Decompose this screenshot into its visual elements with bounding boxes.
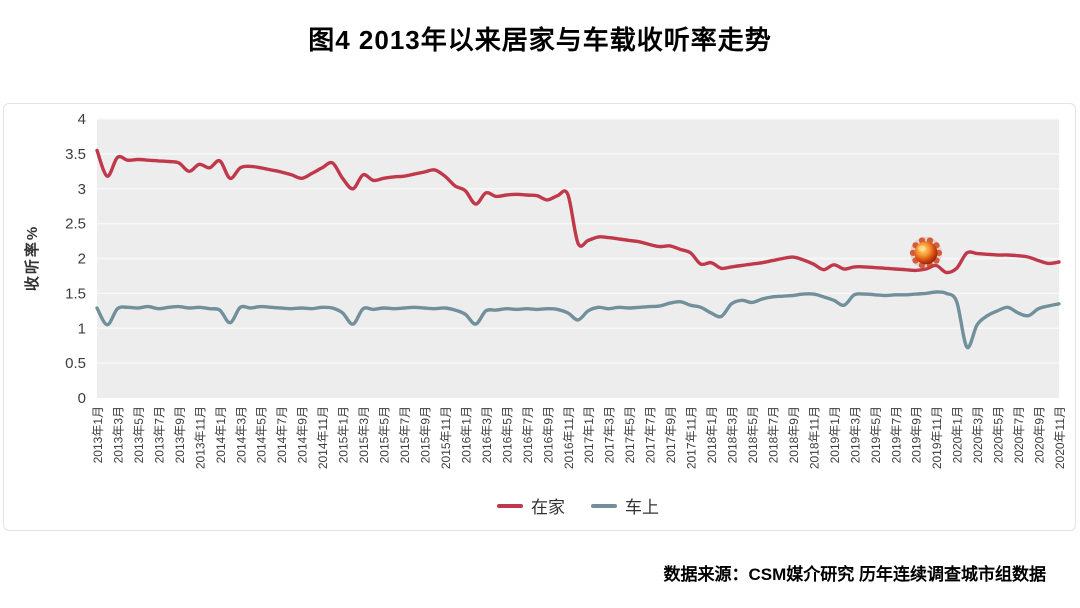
chart-title: 图4 2013年以来居家与车载收听率走势 — [308, 25, 772, 55]
x-tick-label: 2017年9月 — [664, 406, 678, 463]
source-note: 数据来源：CSM媒介研究 历年连续调查城市组数据 — [663, 565, 1047, 584]
x-tick-label: 2019年1月 — [828, 406, 842, 463]
car-series-swatch-icon — [591, 503, 617, 508]
x-tick-label: 2018年5月 — [746, 406, 760, 463]
x-tick-label: 2019年9月 — [910, 406, 924, 463]
x-tick-label: 2018年3月 — [726, 406, 740, 463]
series-home-line — [95, 148, 1061, 275]
y-tick-label: 1 — [78, 320, 86, 337]
x-tick-label: 2019年7月 — [889, 406, 903, 463]
x-tick-label: 2016年11月 — [562, 406, 576, 469]
x-tick-label: 2015年7月 — [398, 406, 412, 463]
y-axis-title: 收听率% — [24, 224, 41, 292]
x-tick-label: 2017年11月 — [685, 406, 699, 469]
y-tick-label: 0 — [78, 390, 86, 407]
series-car-line — [95, 290, 1061, 350]
x-tick-label: 2015年3月 — [357, 406, 371, 463]
x-tick-label: 2016年7月 — [521, 406, 535, 463]
x-tick-label: 2017年1月 — [582, 406, 596, 463]
x-tick-label: 2015年1月 — [337, 406, 351, 463]
y-tick-label: 2 — [78, 251, 86, 268]
chart-panel: 4 3.5 3 2.5 2 1.5 1 0.5 0 2013年1月 2013年3月 2013年5月 20… — [3, 103, 1076, 531]
legend-label-car: 车上 — [625, 498, 659, 517]
x-tick-label: 2014年11月 — [316, 406, 330, 469]
x-tick-label: 2020年9月 — [1033, 406, 1047, 463]
legend-item-home: 在家 — [497, 493, 565, 518]
legend: 在家 车上 — [97, 493, 1059, 518]
x-tick-label: 2014年7月 — [275, 406, 289, 463]
trend-line-chart: 4 3.5 3 2.5 2 1.5 1 0.5 0 2013年1月 2013年3月 2013年5月 20… — [65, 111, 1067, 469]
x-tick-label: 2020年5月 — [992, 406, 1006, 463]
x-tick-label: 2017年7月 — [644, 406, 658, 463]
coronavirus-icon — [909, 236, 943, 269]
x-tick-label: 2013年7月 — [152, 406, 166, 463]
x-tick-label: 2018年7月 — [766, 406, 780, 463]
x-tick-label: 2017年3月 — [603, 406, 617, 463]
x-tick-label: 2018年1月 — [705, 406, 719, 463]
x-tick-label: 2015年11月 — [439, 406, 453, 469]
y-tick-label: 4 — [78, 111, 86, 128]
y-tick-label: 2.5 — [65, 216, 86, 233]
x-tick-label: 2020年3月 — [971, 406, 985, 463]
x-tick-label: 2013年5月 — [132, 406, 146, 463]
x-tick-label: 2016年5月 — [500, 406, 514, 463]
x-tick-label: 2013年1月 — [91, 406, 105, 463]
x-tick-label: 2019年11月 — [930, 406, 944, 469]
x-tick-label: 2017年5月 — [623, 406, 637, 463]
y-tick-label: 0.5 — [65, 355, 86, 372]
x-tick-label: 2018年11月 — [807, 406, 821, 469]
y-tick-label: 3 — [78, 181, 86, 198]
legend-label-home: 在家 — [531, 498, 565, 517]
x-tick-label: 2013年11月 — [193, 406, 207, 469]
legend-item-car: 车上 — [591, 493, 659, 518]
x-tick-label: 2015年9月 — [419, 406, 433, 463]
x-tick-label: 2013年9月 — [173, 406, 187, 463]
x-tick-label: 2016年1月 — [459, 406, 473, 463]
x-tick-label: 2016年3月 — [480, 406, 494, 463]
x-tick-label: 2013年3月 — [112, 406, 126, 463]
x-tick-label: 2014年1月 — [214, 406, 228, 463]
x-tick-label: 2020年7月 — [1012, 406, 1026, 463]
x-tick-label: 2014年5月 — [255, 406, 269, 463]
y-tick-label: 1.5 — [65, 285, 86, 302]
x-tick-label: 2019年3月 — [848, 406, 862, 463]
x-tick-label: 2014年9月 — [296, 406, 310, 463]
x-tick-label: 2014年3月 — [234, 406, 248, 463]
home-series-swatch-icon — [497, 503, 523, 508]
x-tick-label: 2018年9月 — [787, 406, 801, 463]
x-tick-label: 2019年5月 — [869, 406, 883, 463]
x-tick-label: 2020年1月 — [951, 406, 965, 463]
x-tick-label: 2016年9月 — [541, 406, 555, 463]
x-tick-label: 2020年11月 — [1053, 406, 1067, 469]
y-tick-label: 3.5 — [65, 146, 86, 163]
x-tick-label: 2015年5月 — [378, 406, 392, 463]
